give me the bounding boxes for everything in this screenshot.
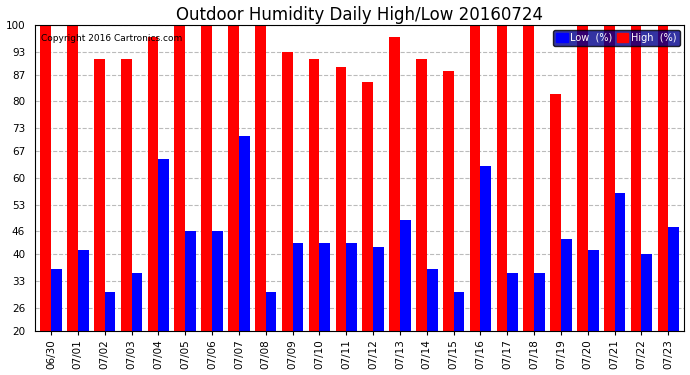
Bar: [480, 166, 491, 330]
Bar: [507, 273, 518, 330]
Bar: [78, 251, 88, 330]
Bar: [577, 25, 588, 330]
Bar: [561, 239, 572, 330]
Bar: [148, 37, 159, 330]
Bar: [588, 251, 598, 330]
Bar: [94, 60, 105, 330]
Bar: [604, 25, 615, 330]
Bar: [427, 270, 437, 330]
Bar: [239, 136, 250, 330]
Bar: [453, 292, 464, 330]
Bar: [550, 94, 561, 330]
Title: Outdoor Humidity Daily High/Low 20160724: Outdoor Humidity Daily High/Low 20160724: [176, 6, 543, 24]
Bar: [266, 292, 277, 330]
Bar: [185, 231, 196, 330]
Legend: Low  (%), High  (%): Low (%), High (%): [553, 30, 680, 46]
Bar: [642, 254, 652, 330]
Bar: [319, 243, 330, 330]
Bar: [631, 25, 642, 330]
Bar: [201, 25, 212, 330]
Bar: [658, 25, 669, 330]
Bar: [255, 25, 266, 330]
Bar: [159, 159, 169, 330]
Bar: [524, 25, 534, 330]
Bar: [497, 25, 507, 330]
Bar: [228, 25, 239, 330]
Bar: [335, 67, 346, 330]
Bar: [40, 25, 51, 330]
Bar: [534, 273, 545, 330]
Bar: [293, 243, 304, 330]
Bar: [212, 231, 223, 330]
Bar: [282, 52, 293, 330]
Bar: [373, 246, 384, 330]
Bar: [308, 60, 319, 330]
Bar: [443, 71, 453, 330]
Bar: [362, 82, 373, 330]
Bar: [389, 37, 400, 330]
Bar: [51, 270, 61, 330]
Bar: [615, 193, 625, 330]
Bar: [416, 60, 427, 330]
Bar: [67, 25, 78, 330]
Bar: [105, 292, 115, 330]
Bar: [175, 25, 185, 330]
Text: Copyright 2016 Cartronics.com: Copyright 2016 Cartronics.com: [41, 34, 183, 43]
Bar: [346, 243, 357, 330]
Bar: [400, 220, 411, 330]
Bar: [121, 60, 132, 330]
Bar: [669, 228, 679, 330]
Bar: [132, 273, 142, 330]
Bar: [470, 25, 480, 330]
